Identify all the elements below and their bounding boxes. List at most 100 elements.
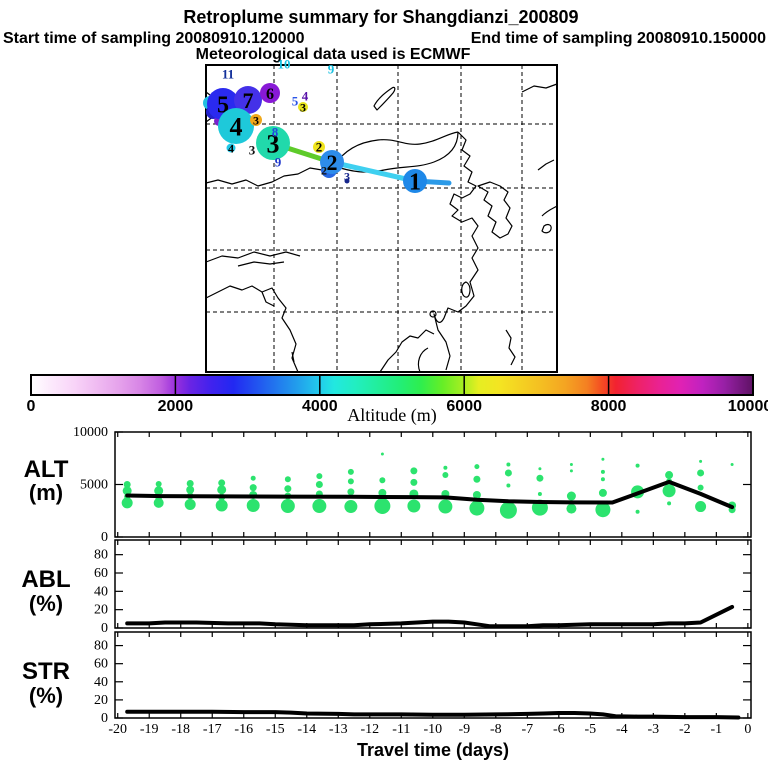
map-point-circle (234, 86, 262, 114)
colorbar-ticks: 0 2000 4000 6000 8000 10000 (27, 375, 768, 415)
alt-axis-label-units: (m) (29, 480, 63, 505)
alt-bubble (184, 498, 196, 510)
alt-bubble (438, 499, 453, 514)
alt-bubble (347, 468, 354, 475)
page-title: Retroplume summary for Shangdianzi_20080… (183, 7, 578, 27)
alt-bubble (284, 476, 291, 483)
colorbar-tick-label: 10000 (728, 398, 768, 415)
alt-bubble (730, 463, 734, 467)
map-point-label: 10 (278, 57, 291, 72)
map-point-label: 4 (302, 89, 309, 104)
x-tick-label: -17 (203, 722, 222, 737)
x-tick-label: -10 (423, 722, 442, 737)
y-tick-label: 0 (101, 530, 108, 545)
str-plot-content: 0 20 40 60 80 (94, 632, 751, 726)
x-tick-label: -16 (234, 722, 253, 737)
colorbar-label: Altitude (m) (347, 405, 436, 426)
colorbar-tick-label: 0 (27, 398, 36, 415)
x-tick-label: -19 (140, 722, 159, 737)
alt-bubble (600, 477, 605, 482)
str-axis-label-units: (%) (29, 683, 63, 708)
y-tick-label: 40 (94, 675, 108, 690)
alt-plot-frame (114, 431, 752, 538)
x-tick-label: -20 (108, 722, 127, 737)
x-tick-label: 0 (744, 722, 751, 737)
alt-bubble (635, 509, 640, 514)
alt-bubble (595, 502, 611, 518)
map-point-label: 7 (243, 88, 254, 113)
alt-bubble (378, 488, 387, 497)
alt-bubble (312, 499, 327, 514)
alt-bubble (473, 475, 481, 483)
alt-bubble (569, 463, 573, 467)
header-end-time: End time of sampling 20080910.150000 (471, 30, 766, 47)
alt-bubble (280, 499, 295, 514)
map-point-circle (226, 143, 236, 153)
abl-plot: ABL (%) 0 20 40 60 80 (21, 539, 752, 636)
map-point-label: 2 (321, 163, 327, 177)
map-point-circle (256, 126, 290, 160)
alt-bubble (155, 480, 162, 487)
map-point-circle (320, 150, 344, 174)
abl-plot-frame (114, 539, 752, 629)
y-tick-label: 5000 (80, 478, 108, 493)
alt-bubble (665, 471, 674, 480)
map-panel: 857643334222311110954839 (203, 57, 558, 373)
y-tick-label: 80 (94, 639, 108, 654)
alt-bubble (566, 503, 577, 514)
alt-bubble (695, 501, 707, 513)
alt-bubble (569, 469, 573, 473)
alt-bubble (566, 491, 576, 501)
map-point-label: 11 (222, 67, 234, 82)
map-point-label: 9 (275, 155, 282, 170)
map-point-label: 5 (292, 94, 299, 109)
alt-plot: ALT (m) 0 5000 10000 (24, 425, 752, 545)
alt-mean-line (125, 479, 735, 510)
abl-fraction-line (125, 604, 735, 629)
x-tick-label: -4 (616, 722, 628, 737)
alt-bubble (249, 484, 257, 492)
y-tick-label: 0 (101, 711, 108, 726)
alt-bubble (218, 479, 226, 487)
alt-bubble (697, 484, 704, 491)
x-tick-label: -1 (711, 722, 723, 737)
map-point-label: 9 (328, 62, 335, 77)
alt-bubble (217, 485, 227, 495)
alt-bubble (506, 462, 511, 467)
x-tick-label: -8 (490, 722, 502, 737)
alt-bubble (410, 478, 418, 486)
alt-bubble (250, 475, 256, 481)
y-tick-label: 40 (94, 584, 108, 599)
colorbar-tick-label: 4000 (302, 398, 338, 415)
y-tick-label: 60 (94, 566, 108, 581)
x-tick-label: -2 (679, 722, 691, 737)
abl-plot-content: 0 20 40 60 80 (94, 540, 751, 636)
map-point-label: 3 (253, 113, 259, 127)
y-tick-label: 10000 (73, 425, 108, 440)
abl-axis-label: ABL (21, 566, 70, 593)
alt-bubble (697, 469, 705, 477)
map-point-circle (298, 102, 308, 112)
alt-bubble (122, 486, 132, 496)
alt-bubble (410, 467, 418, 475)
alt-bubble (407, 499, 421, 513)
alt-bubble (598, 488, 607, 497)
abl-axis-label-units: (%) (29, 591, 63, 616)
alt-bubble (215, 499, 228, 512)
map-point-label: 3 (344, 169, 350, 183)
colorbar-tick-label: 2000 (158, 398, 194, 415)
alt-bubble (662, 484, 676, 498)
alt-bubble (374, 498, 391, 515)
alt-bubble (347, 488, 355, 496)
alt-bubble (667, 501, 672, 506)
map-point-circle (218, 108, 254, 144)
map-point-label: 3 (300, 100, 306, 114)
alt-bubble (442, 472, 449, 479)
alt-bubble (154, 486, 164, 496)
map-point-circle (250, 114, 262, 126)
alt-bubble (315, 481, 323, 488)
alt-bubble (284, 485, 292, 493)
alt-axis-label: ALT (24, 456, 69, 483)
alt-bubble (538, 467, 542, 471)
